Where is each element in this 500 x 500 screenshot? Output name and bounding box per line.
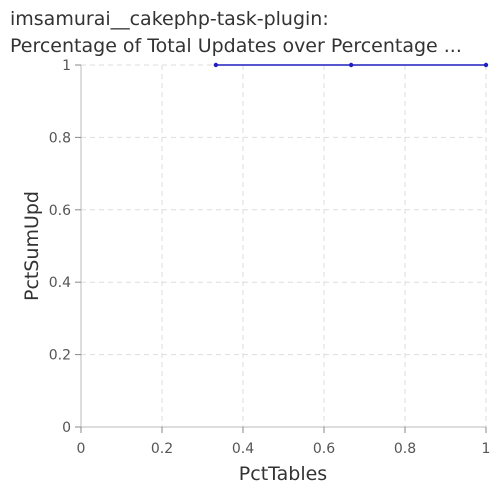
y-axis-label: PctSumUpd bbox=[21, 191, 43, 301]
x-tick-label: 0.6 bbox=[313, 441, 335, 457]
x-tick-label: 0 bbox=[77, 441, 86, 457]
grid bbox=[81, 65, 486, 427]
x-tick-label: 0.4 bbox=[232, 441, 254, 457]
x-tick-label: 0.8 bbox=[394, 441, 416, 457]
y-tick-label: 0 bbox=[62, 420, 71, 436]
series-layer bbox=[214, 63, 489, 67]
x-axis-ticks: 0 0.2 0.4 0.6 0.8 1 bbox=[77, 427, 491, 457]
data-point bbox=[214, 63, 218, 67]
y-tick-label: 1 bbox=[62, 58, 71, 74]
y-tick-label: 0.8 bbox=[49, 130, 71, 146]
data-point bbox=[484, 63, 488, 67]
y-tick-label: 0.2 bbox=[49, 348, 71, 364]
y-tick-label: 0.4 bbox=[49, 275, 71, 291]
y-tick-label: 0.6 bbox=[49, 203, 71, 219]
x-tick-label: 1 bbox=[482, 441, 491, 457]
x-axis-label: PctTables bbox=[239, 463, 327, 485]
data-point bbox=[349, 63, 353, 67]
y-axis-ticks: 0 0.2 0.4 0.6 0.8 1 bbox=[49, 58, 81, 436]
axes bbox=[81, 65, 486, 427]
x-tick-label: 0.2 bbox=[151, 441, 173, 457]
